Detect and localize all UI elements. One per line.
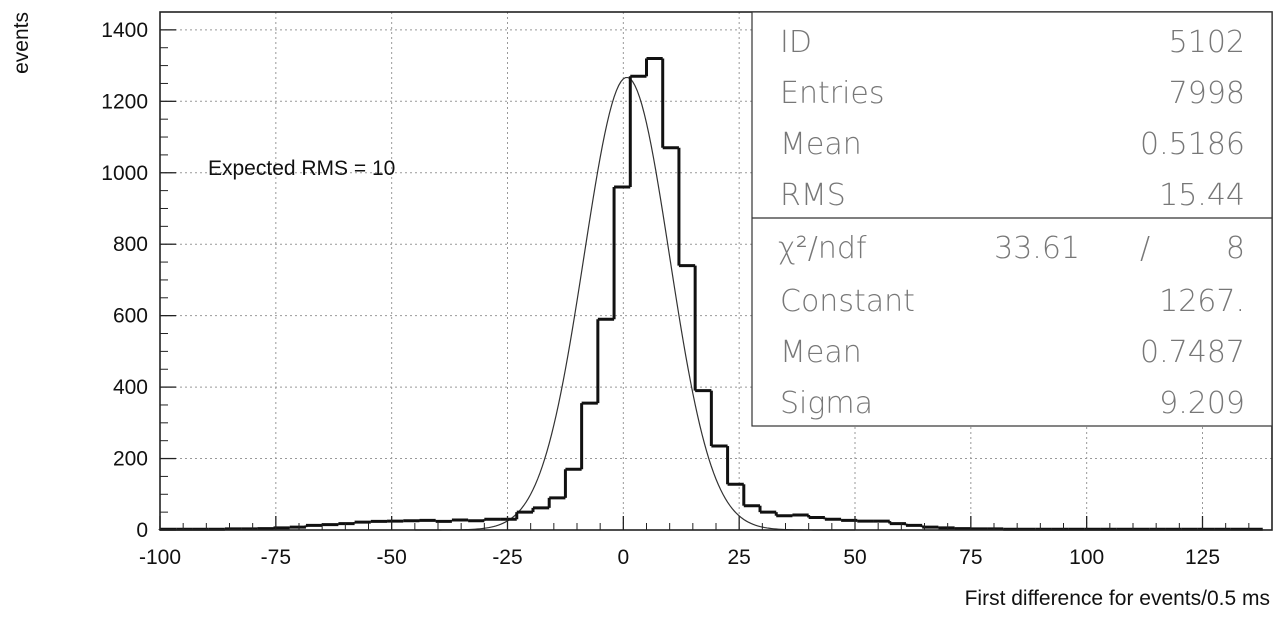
stats-value-fit-mean: 0.7487	[1140, 335, 1245, 370]
ticks-layer: -100 -75 -50 -25 0 25 50 75 100 125 0 200 400 600 800 1…	[101, 11, 1273, 569]
stats-label-mean: Mean	[780, 127, 862, 162]
stats-value-id: 5102	[1169, 25, 1245, 60]
x-tick-label: 125	[1185, 546, 1220, 569]
y-tick-label: 1200	[101, 90, 148, 113]
annotation-text: Expected RMS = 10	[208, 157, 395, 180]
stats-box-frame	[751, 11, 1273, 427]
x-tick-label: -50	[376, 546, 406, 569]
x-tick-label: 25	[727, 546, 750, 569]
y-tick-label: 1400	[101, 19, 148, 42]
y-tick-label: 0	[136, 519, 148, 542]
stats-chi2-separator: /	[1140, 231, 1150, 266]
y-tick-label: 400	[113, 376, 148, 399]
stats-value-mean: 0.5186	[1140, 127, 1245, 162]
x-tick-label: 0	[617, 546, 629, 569]
y-axis-title: events	[10, 12, 33, 74]
y-tick-label: 600	[113, 305, 148, 328]
stats-label-fit-mean: Mean	[780, 335, 862, 370]
x-tick-label: 75	[959, 546, 982, 569]
stats-value-sigma: 9.209	[1159, 386, 1245, 421]
stats-value-entries: 7998	[1169, 76, 1245, 111]
stats-label-chi2: χ²/ndf	[778, 231, 867, 266]
stats-value-rms: 15.44	[1159, 178, 1245, 213]
stats-box: ID 5102 Entries 7998 Mean 0.5186 RMS 15.…	[751, 11, 1273, 427]
y-tick-label: 200	[113, 448, 148, 471]
x-tick-label: -100	[139, 546, 181, 569]
x-tick-label: 100	[1069, 546, 1104, 569]
stats-label-entries: Entries	[780, 76, 885, 111]
stats-value-ndf: 8	[1226, 231, 1245, 266]
x-tick-label: -25	[492, 546, 522, 569]
x-axis-title: First difference for events/0.5 ms	[965, 587, 1270, 610]
stats-label-rms: RMS	[780, 178, 846, 213]
stats-value-chi2: 33.61	[994, 231, 1080, 266]
stats-value-constant: 1267.	[1159, 284, 1245, 319]
stats-label-id: ID	[780, 25, 812, 60]
y-tick-label: 800	[113, 233, 148, 256]
stats-label-sigma: Sigma	[780, 386, 873, 421]
stats-label-constant: Constant	[780, 284, 915, 319]
y-tick-label: 1000	[101, 162, 148, 185]
x-tick-label: -75	[261, 546, 291, 569]
x-tick-label: 50	[843, 546, 866, 569]
